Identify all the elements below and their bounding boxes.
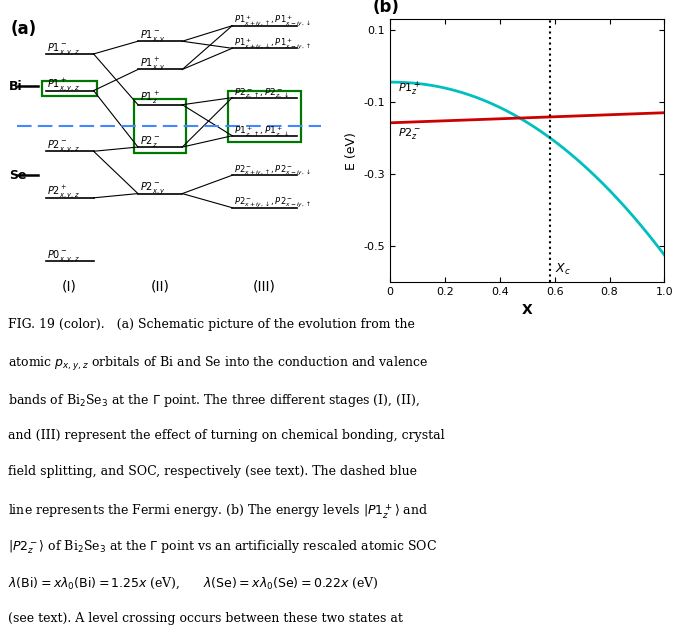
Text: $P2^-_z$: $P2^-_z$ — [140, 134, 160, 148]
Text: $P1^+_{x+iy,\uparrow}, P1^+_{x-iy,\downarrow}$: $P1^+_{x+iy,\uparrow}, P1^+_{x-iy,\downa… — [234, 13, 311, 29]
Text: $P1^+_{x+iy,\downarrow}, P1^+_{x-iy,\uparrow}$: $P1^+_{x+iy,\downarrow}, P1^+_{x-iy,\upa… — [234, 36, 311, 51]
Text: Bi: Bi — [9, 80, 22, 93]
Text: $X_c$: $X_c$ — [555, 262, 570, 277]
Text: $P1^+_z$: $P1^+_z$ — [140, 90, 160, 107]
Text: atomic $p_{x,y,z}$ orbitals of Bi and Se into the conduction and valence: atomic $p_{x,y,z}$ orbitals of Bi and Se… — [8, 355, 428, 373]
Text: $P2^-_{x,y}$: $P2^-_{x,y}$ — [140, 181, 165, 196]
Text: (I): (I) — [62, 280, 77, 294]
Bar — [134, 98, 186, 153]
Text: $P2^+_{x,y,z}$: $P2^+_{x,y,z}$ — [47, 184, 81, 200]
Text: (see text). A level crossing occurs between these two states at: (see text). A level crossing occurs betw… — [8, 612, 403, 626]
Text: $P1^-_{x,y}$: $P1^-_{x,y}$ — [140, 29, 165, 44]
Text: $P0^-_{x,y,z}$: $P0^-_{x,y,z}$ — [47, 249, 81, 264]
Text: $P1_z^+$: $P1_z^+$ — [398, 80, 421, 98]
Text: $P2^-_{x,y,z}$: $P2^-_{x,y,z}$ — [47, 138, 81, 154]
Text: Se: Se — [9, 169, 26, 182]
Text: (III): (III) — [253, 280, 276, 294]
Text: $P2^-_{x+iy,\uparrow}, P2^-_{x-iy,\downarrow}$: $P2^-_{x+iy,\uparrow}, P2^-_{x-iy,\downa… — [234, 164, 311, 178]
Text: $P2^-_{z,\uparrow}, P2^-_{z,\downarrow}$: $P2^-_{z,\uparrow}, P2^-_{z,\downarrow}$ — [234, 86, 290, 100]
Text: line represents the Fermi energy. (b) The energy levels $|P1_z^+\rangle$ and: line represents the Fermi energy. (b) Th… — [8, 502, 428, 521]
Text: bands of Bi$_2$Se$_3$ at the $\Gamma$ point. The three different stages (I), (II: bands of Bi$_2$Se$_3$ at the $\Gamma$ po… — [8, 392, 420, 409]
Text: (b): (b) — [373, 0, 400, 16]
X-axis label: X: X — [522, 302, 532, 316]
Y-axis label: E (eV): E (eV) — [345, 132, 358, 169]
Text: (a): (a) — [10, 20, 37, 38]
Text: (II): (II) — [151, 280, 170, 294]
Text: $P1^+_{x,y,z}$: $P1^+_{x,y,z}$ — [47, 77, 81, 93]
Text: $P2_z^-$: $P2_z^-$ — [398, 126, 421, 141]
Text: $P1^+_{z,\uparrow}, P1^+_{z,\downarrow}$: $P1^+_{z,\uparrow}, P1^+_{z,\downarrow}$ — [234, 124, 290, 138]
Bar — [42, 81, 98, 96]
Text: $|P2_z^-\rangle$ of Bi$_2$Se$_3$ at the $\Gamma$ point vs an artificially rescal: $|P2_z^-\rangle$ of Bi$_2$Se$_3$ at the … — [8, 539, 437, 557]
Text: field splitting, and SOC, respectively (see text). The dashed blue: field splitting, and SOC, respectively (… — [8, 465, 417, 479]
Text: and (III) represent the effect of turning on chemical bonding, crystal: and (III) represent the effect of turnin… — [8, 429, 445, 442]
Bar — [228, 91, 300, 142]
Text: $\lambda(\mathrm{Bi}) = x\lambda_0(\mathrm{Bi}) = 1.25x$ (eV),      $\lambda(\ma: $\lambda(\mathrm{Bi}) = x\lambda_0(\math… — [8, 576, 379, 591]
Text: $P1^+_{x,y}$: $P1^+_{x,y}$ — [140, 55, 165, 72]
Text: $P2^-_{x+iy,\downarrow}, P2^-_{x-iy,\uparrow}$: $P2^-_{x+iy,\downarrow}, P2^-_{x-iy,\upa… — [234, 197, 311, 210]
Text: FIG. 19 (color).   (a) Schematic picture of the evolution from the: FIG. 19 (color). (a) Schematic picture o… — [8, 318, 415, 332]
Text: $P1^-_{x,y,z}$: $P1^-_{x,y,z}$ — [47, 41, 81, 56]
